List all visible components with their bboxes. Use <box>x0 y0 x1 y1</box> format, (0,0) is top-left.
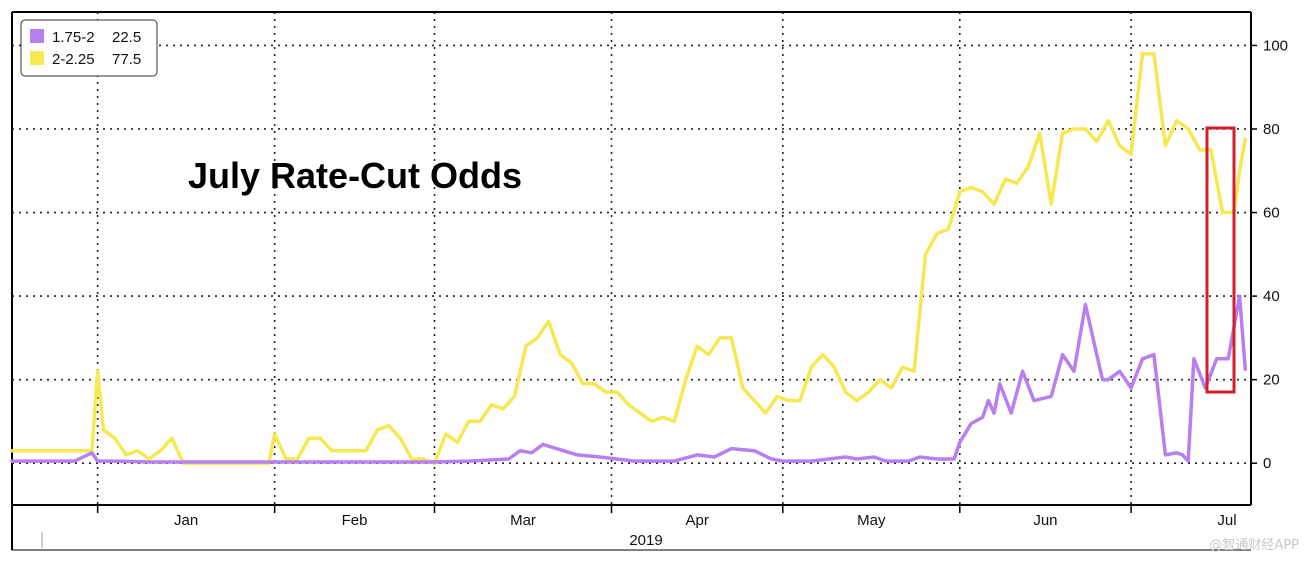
y-tick-label: 40 <box>1263 288 1280 305</box>
y-tick-label: 0 <box>1263 455 1271 472</box>
legend-series-1-name: 1.75-2 <box>52 29 95 46</box>
series-line-2 <box>10 52 1248 465</box>
chart-title: July Rate-Cut Odds <box>188 155 522 196</box>
y-axis-ticks: 0 20 40 60 80 100 <box>1251 37 1288 472</box>
x-tick-label: Apr <box>685 512 708 529</box>
series-line-1 <box>10 294 1248 464</box>
y-tick-label: 80 <box>1263 121 1280 138</box>
legend-series-1-value: 22.5 <box>112 29 141 46</box>
legend-swatch-1 <box>30 29 44 43</box>
y-tick-label: 100 <box>1263 37 1288 54</box>
y-tick-label: 20 <box>1263 372 1280 389</box>
latest-value-highlight-box <box>1205 126 1236 394</box>
x-tick-label: Mar <box>510 512 536 529</box>
legend-swatch-2 <box>30 51 44 65</box>
series-lines <box>10 52 1248 465</box>
legend: 1.75-2 22.5 2-2.25 77.5 <box>20 19 158 77</box>
y-tick-label: 60 <box>1263 205 1280 222</box>
x-axis-year-label: 2019 <box>629 532 662 549</box>
legend-series-2-name: 2-2.25 <box>52 51 95 68</box>
x-tick-label: Jun <box>1033 512 1057 529</box>
x-tick-label: May <box>857 512 886 529</box>
legend-box <box>20 19 158 77</box>
x-tick-label: Jan <box>174 512 198 529</box>
x-tick-label: Feb <box>342 512 368 529</box>
grid-lines <box>12 12 1251 505</box>
legend-series-2-value: 77.5 <box>112 51 141 68</box>
watermark: @智通财经APP <box>1209 538 1299 553</box>
x-axis-ticks: Jan Feb Mar Apr May Jun Jul <box>96 505 1237 529</box>
x-tick-label: Jul <box>1217 512 1236 529</box>
